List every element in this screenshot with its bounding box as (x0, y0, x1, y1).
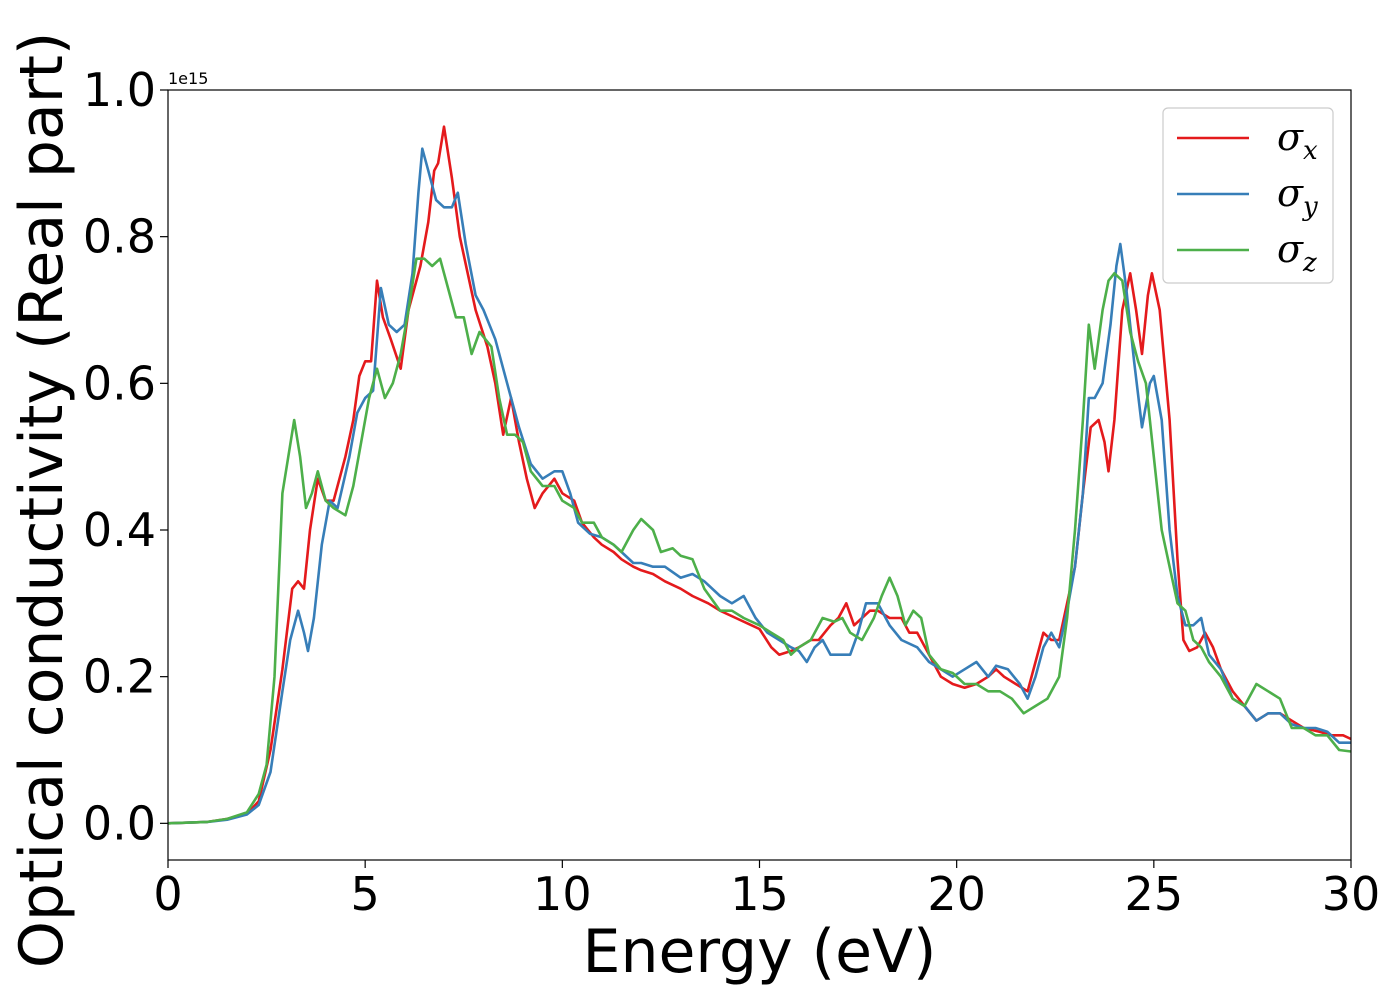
x-tick-label: 30 (1322, 867, 1381, 921)
y-offset-label: 1e15 (168, 69, 208, 88)
ticks-layer: 0 5 10 15 20 25 30 0.0 0.2 0.4 0.6 0.8 1.0 (83, 63, 1380, 921)
y-tick-label: 0.6 (83, 356, 156, 410)
legend-label: σz (1277, 227, 1317, 278)
series-line-sigma_x (167, 125, 1352, 825)
x-tick-label: 10 (533, 867, 592, 921)
legend-frame (1162, 107, 1334, 284)
y-axis-label: Optical conductivity (Real part) (7, 32, 77, 969)
x-tick-label: 25 (1125, 867, 1184, 921)
y-tick-label: 1.0 (83, 63, 156, 117)
legend-label: σy (1277, 171, 1318, 222)
x-tick-label: 0 (153, 867, 182, 921)
legend-label: σx (1277, 115, 1318, 166)
y-tick-label: 0.2 (83, 650, 156, 704)
series-layer (167, 125, 1352, 825)
x-axis-label: Energy (eV) (583, 917, 937, 987)
x-tick-label: 5 (351, 867, 380, 921)
y-tick-label: 0.4 (83, 503, 156, 557)
x-tick-label: 20 (927, 867, 986, 921)
series-line-sigma_z (167, 257, 1352, 825)
y-tick-label: 0.0 (83, 796, 156, 850)
x-tick-label: 15 (730, 867, 789, 921)
y-tick-label: 0.8 (83, 210, 156, 264)
